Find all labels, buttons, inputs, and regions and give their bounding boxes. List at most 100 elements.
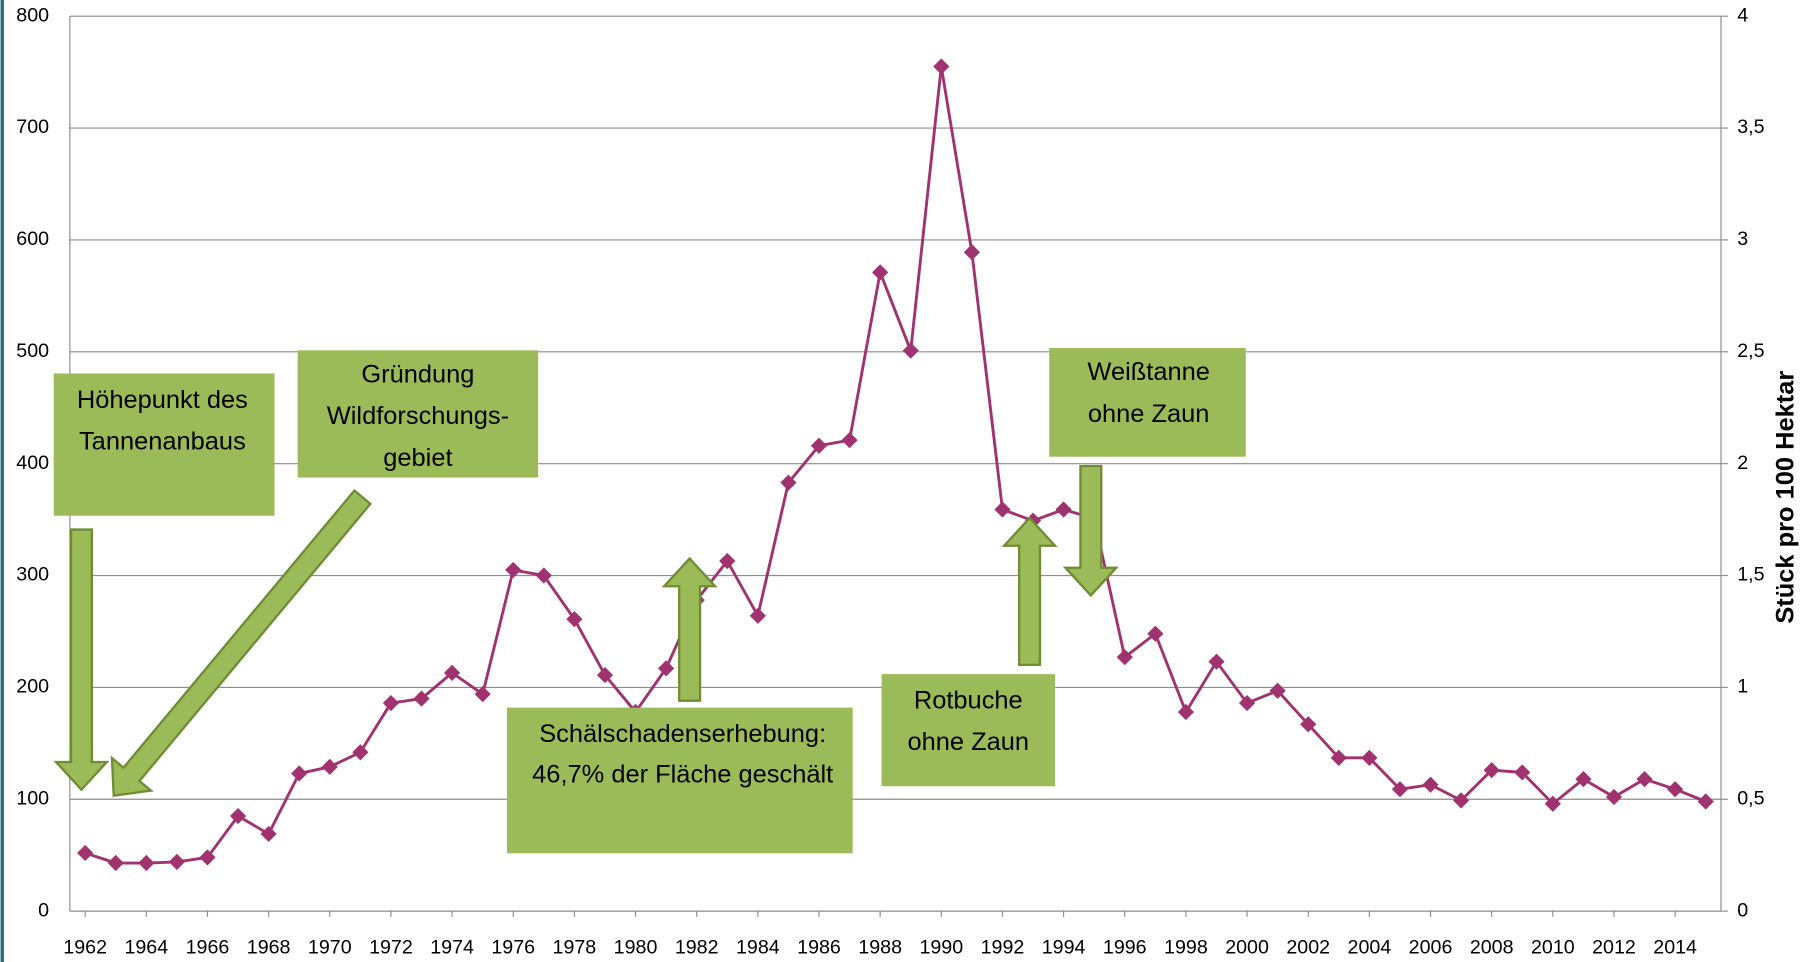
y-tick-label: 200: [16, 676, 49, 698]
annotation-text: ohne Zaun: [1088, 400, 1210, 428]
x-tick-label: 1978: [553, 936, 597, 958]
y-tick-label: 300: [16, 564, 49, 586]
x-tick-label: 1966: [186, 936, 230, 958]
marker: [963, 244, 980, 261]
marker: [107, 854, 124, 872]
y-tick-label: 0: [38, 899, 49, 921]
marker: [1605, 788, 1623, 806]
x-tick-label: 1968: [247, 936, 291, 958]
marker: [658, 660, 675, 677]
marker: [1667, 781, 1684, 798]
marker: [1697, 793, 1714, 810]
x-tick-label: 1964: [124, 936, 168, 958]
marker: [1544, 795, 1561, 812]
marker: [352, 744, 369, 761]
y-tick-label: 800: [16, 4, 49, 26]
marker: [566, 611, 583, 628]
y2-tick-label: 0,5: [1737, 787, 1764, 809]
marker: [1514, 764, 1531, 781]
marker: [1177, 703, 1195, 721]
y2-tick-label: 2: [1737, 452, 1748, 474]
arrow: [53, 528, 110, 792]
annotation-text: gebiet: [383, 444, 452, 472]
x-tick-label: 1992: [981, 936, 1025, 958]
arrow: [1062, 464, 1119, 598]
x-tick-label: 1962: [63, 936, 107, 958]
marker: [474, 686, 491, 703]
marker: [933, 58, 950, 75]
x-tick-label: 1974: [430, 936, 474, 958]
marker: [841, 432, 858, 449]
x-tick-label: 2002: [1286, 936, 1330, 958]
marker: [1147, 625, 1164, 642]
marker: [1300, 716, 1317, 733]
marker: [1116, 649, 1133, 666]
marker: [780, 474, 797, 491]
annotation-box: [506, 707, 853, 854]
marker: [1422, 776, 1439, 793]
x-tick-label: 1994: [1042, 936, 1086, 958]
marker: [1330, 749, 1347, 766]
x-tick-label: 2010: [1531, 936, 1575, 958]
x-tick-label: 2012: [1592, 936, 1636, 958]
marker: [1055, 501, 1072, 518]
y2-axis-label: Stück pro 100 Hektar: [1772, 371, 1800, 624]
marker: [321, 758, 338, 775]
x-tick-label: 1998: [1164, 936, 1208, 958]
y2-tick-label: 1: [1737, 676, 1748, 698]
marker: [749, 607, 766, 624]
x-tick-label: 2004: [1348, 936, 1392, 958]
marker: [1238, 694, 1256, 712]
y2-tick-label: 0: [1737, 899, 1748, 921]
marker: [1453, 792, 1470, 809]
annotation-text: Wildforschungs-: [327, 402, 509, 430]
arrow: [110, 488, 373, 797]
x-tick-label: 1970: [308, 936, 352, 958]
x-tick-label: 1984: [736, 936, 780, 958]
x-tick-label: 2008: [1470, 936, 1514, 958]
marker: [77, 844, 94, 862]
y-tick-label: 100: [16, 787, 49, 809]
annotation-box: [1049, 348, 1246, 457]
x-tick-label: 1986: [797, 936, 841, 958]
x-tick-label: 2000: [1225, 936, 1269, 958]
x-tick-label: 1972: [369, 936, 413, 958]
annotation-text: Weißtanne: [1087, 358, 1209, 386]
y2-tick-label: 2,5: [1737, 340, 1764, 362]
marker: [535, 567, 552, 584]
marker: [810, 437, 828, 454]
x-tick-label: 1982: [675, 936, 719, 958]
marker: [229, 807, 247, 825]
x-tick-label: 1988: [858, 936, 902, 958]
annotation-text: Höhepunkt des: [77, 386, 248, 414]
marker: [1636, 771, 1653, 788]
marker: [413, 690, 430, 707]
marker: [719, 552, 736, 570]
x-tick-label: 1980: [614, 936, 658, 958]
marker: [1575, 771, 1592, 788]
marker: [168, 853, 185, 870]
y-tick-label: 600: [16, 228, 49, 250]
x-tick-label: 1996: [1103, 936, 1147, 958]
y-tick-label: 700: [16, 116, 49, 138]
annotation-text: Rotbuche: [914, 687, 1023, 715]
annotation-text: Tannenanbaus: [79, 428, 246, 456]
y2-tick-label: 1,5: [1737, 564, 1764, 586]
marker: [1208, 653, 1225, 670]
y-tick-label: 400: [16, 452, 49, 474]
annotation-text: Gründung: [361, 361, 474, 389]
marker: [1361, 749, 1378, 766]
marker: [199, 849, 216, 866]
y-tick-label: 500: [16, 340, 49, 362]
marker: [1269, 682, 1286, 699]
marker: [1483, 762, 1500, 779]
marker: [138, 854, 155, 872]
marker: [994, 501, 1011, 518]
arrow: [661, 556, 718, 702]
y2-tick-label: 3: [1737, 228, 1748, 250]
grid: 0 100 200 300 400 500 600 700 800 0 0,5 1 1,5 2 2,5 3 3,…: [16, 4, 1764, 958]
x-tick-label: 1990: [919, 936, 963, 958]
marker: [291, 765, 308, 782]
